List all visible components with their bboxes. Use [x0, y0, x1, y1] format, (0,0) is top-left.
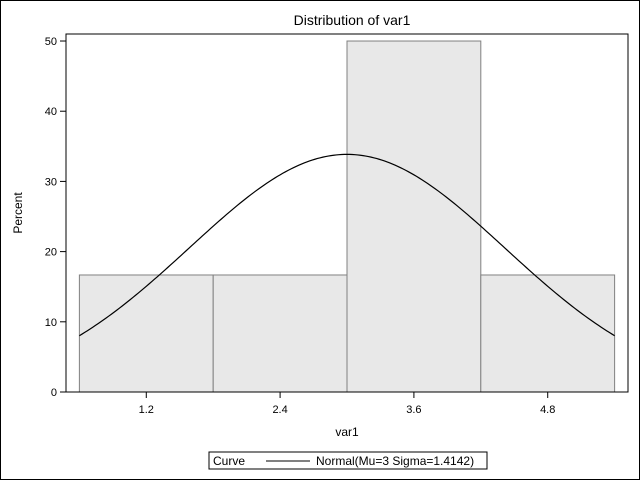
- legend-box: [208, 451, 488, 470]
- legend-entry-label: Normal(Mu=3 Sigma=1.4142): [316, 454, 474, 468]
- plot-area-border: [65, 33, 629, 393]
- histogram-bar-1: [78, 274, 214, 393]
- x-tick-label: 4.8: [540, 404, 555, 416]
- legend-title: Curve: [213, 454, 245, 468]
- y-tick-label: 20: [45, 247, 57, 259]
- y-axis-ticks: 0 10 20 30 40 50: [45, 36, 66, 399]
- normal-density-curve: [79, 153, 615, 337]
- y-tick-label: 0: [51, 387, 57, 399]
- x-axis-ticks: 1.2 2.4 3.6 4.8: [139, 392, 555, 416]
- x-tick-label: 2.4: [272, 404, 287, 416]
- histogram-bar-4: [480, 274, 616, 393]
- y-axis-label: Percent: [11, 192, 25, 234]
- y-tick-label: 30: [45, 176, 57, 188]
- x-axis-label: var1: [335, 425, 359, 439]
- y-tick-label: 40: [45, 106, 57, 118]
- y-tick-label: 50: [45, 36, 57, 48]
- histogram-bar-3: [346, 40, 482, 393]
- legend: Curve Normal(Mu=3 Sigma=1.4142): [208, 451, 488, 470]
- x-tick-label: 1.2: [139, 404, 154, 416]
- x-tick-label: 3.6: [406, 404, 421, 416]
- histogram-bars: [78, 40, 616, 393]
- histogram-bar-2: [212, 274, 348, 393]
- y-tick-label: 10: [45, 317, 57, 329]
- chart-title: Distribution of var1: [294, 12, 411, 28]
